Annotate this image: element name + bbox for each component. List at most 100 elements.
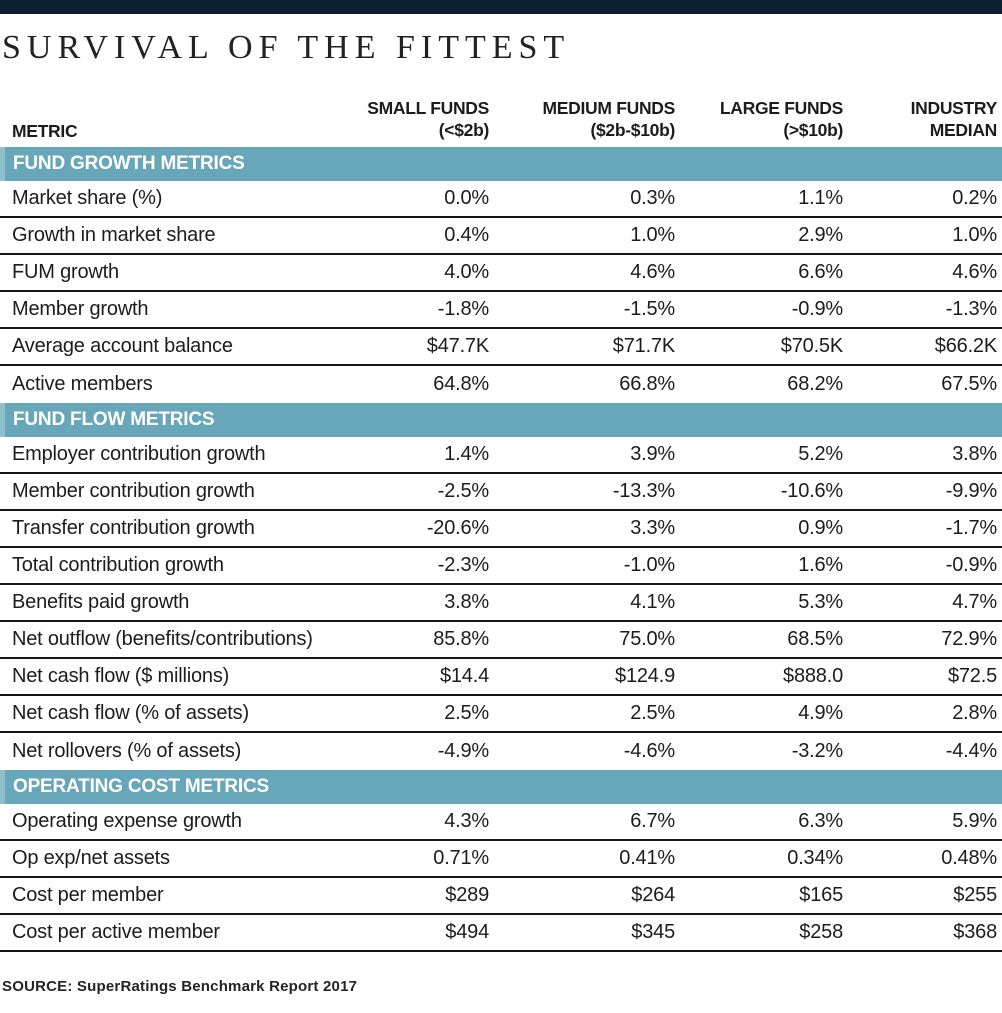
table-row: Net outflow (benefits/contributions) 85.8… — [0, 622, 1002, 659]
metric-cell: Op exp/net assets — [12, 847, 170, 869]
value-cell: 1.6% — [798, 554, 843, 576]
value-cell: 0.34% — [787, 847, 843, 869]
metric-cell: Cost per active member — [12, 921, 220, 943]
value-cell: 5.3% — [798, 591, 843, 613]
column-header-line2: (<$2b) — [438, 120, 490, 141]
table-row: Cost per active member $494 $345 $258 $368 — [0, 915, 1002, 952]
metric-cell: Average account balance — [12, 335, 233, 357]
metric-cell: Transfer contribution growth — [12, 517, 255, 539]
value-cell: 75.0% — [619, 628, 675, 650]
value-cell: -2.5% — [437, 480, 489, 502]
column-header-line1: MEDIUM FUNDS — [542, 98, 675, 119]
value-cell: 66.8% — [619, 373, 675, 395]
value-cell: $165 — [799, 884, 843, 906]
section-header: FUND FLOW METRICS — [0, 403, 1002, 437]
value-cell: -20.6% — [426, 517, 489, 539]
value-cell: -1.0% — [623, 554, 675, 576]
column-header-medium-funds: MEDIUM FUNDS ($2b-$10b) — [494, 98, 680, 142]
table-row: Transfer contribution growth -20.6% 3.3% 0.… — [0, 511, 1002, 548]
table-row: Net cash flow ($ millions) $14.4 $124.9 $88… — [0, 659, 1002, 696]
table-row: Net rollovers (% of assets) -4.9% -4.6% -3.… — [0, 733, 1002, 770]
table-row: Net cash flow (% of assets) 2.5% 2.5% 4.9% 2… — [0, 696, 1002, 733]
metric-cell: Cost per member — [12, 884, 164, 906]
value-cell: 6.6% — [798, 261, 843, 283]
value-cell: 4.6% — [952, 261, 997, 283]
section-header: FUND GROWTH METRICS — [0, 147, 1002, 181]
value-cell: 5.2% — [798, 443, 843, 465]
section-header: OPERATING COST METRICS — [0, 770, 1002, 804]
column-header-line1: INDUSTRY — [910, 98, 998, 119]
value-cell: -4.4% — [945, 740, 997, 762]
value-cell: 1.0% — [630, 224, 675, 246]
metric-cell: Net outflow (benefits/contributions) — [12, 628, 313, 650]
value-cell: 1.1% — [798, 187, 843, 209]
table-row: Active members 64.8% 66.8% 68.2% 67.5% — [0, 366, 1002, 403]
table-row: Member growth -1.8% -1.5% -0.9% -1.3% — [0, 292, 1002, 329]
value-cell: -1.3% — [945, 298, 997, 320]
page-title: SURVIVAL OF THE FITTEST — [2, 29, 571, 66]
value-cell: 0.9% — [798, 517, 843, 539]
value-cell: -2.3% — [437, 554, 489, 576]
column-header-metric: METRIC — [12, 121, 78, 141]
value-cell: 0.2% — [952, 187, 997, 209]
metric-cell: Active members — [12, 373, 153, 395]
value-cell: $289 — [445, 884, 489, 906]
value-cell: 4.0% — [444, 261, 489, 283]
table-row: Growth in market share 0.4% 1.0% 2.9% 1.0% — [0, 218, 1002, 255]
metric-cell: Employer contribution growth — [12, 443, 266, 465]
column-header-industry-median: INDUSTRY MEDIAN — [848, 98, 1002, 142]
value-cell: $70.5K — [780, 335, 843, 357]
table-row: FUM growth 4.0% 4.6% 6.6% 4.6% — [0, 255, 1002, 292]
value-cell: -1.5% — [623, 298, 675, 320]
metric-cell: Operating expense growth — [12, 810, 242, 832]
value-cell: 0.0% — [444, 187, 489, 209]
value-cell: 4.6% — [630, 261, 675, 283]
metric-cell: Member contribution growth — [12, 480, 255, 502]
value-cell: $345 — [631, 921, 675, 943]
value-cell: 3.8% — [444, 591, 489, 613]
metric-cell: Benefits paid growth — [12, 591, 190, 613]
column-header-line2: ($2b-$10b) — [590, 120, 675, 141]
value-cell: 6.7% — [630, 810, 675, 832]
value-cell: $124.9 — [615, 665, 675, 687]
column-header-line2: (>$10b) — [783, 120, 843, 141]
value-cell: $71.7K — [612, 335, 675, 357]
top-accent-bar — [0, 0, 1002, 14]
value-cell: 68.2% — [787, 373, 843, 395]
value-cell: 2.5% — [630, 702, 675, 724]
value-cell: $255 — [953, 884, 997, 906]
value-cell: -0.9% — [791, 298, 843, 320]
metric-cell: FUM growth — [12, 261, 119, 283]
table-section: FUND FLOW METRICS Employer contribution g… — [0, 403, 1002, 770]
value-cell: -4.6% — [623, 740, 675, 762]
value-cell: 3.3% — [630, 517, 675, 539]
value-cell: 5.9% — [952, 810, 997, 832]
table-row: Average account balance $47.7K $71.7K $70.5… — [0, 329, 1002, 366]
table-body: FUND GROWTH METRICS Market share (%) 0.0% 0… — [0, 147, 1002, 952]
metric-cell: Net rollovers (% of assets) — [12, 740, 242, 762]
column-header-large-funds: LARGE FUNDS (>$10b) — [680, 98, 848, 142]
value-cell: -0.9% — [945, 554, 997, 576]
table-section: OPERATING COST METRICS Operating expense … — [0, 770, 1002, 952]
value-cell: 0.48% — [941, 847, 997, 869]
metric-cell: Net cash flow (% of assets) — [12, 702, 249, 724]
value-cell: 4.1% — [630, 591, 675, 613]
value-cell: 2.8% — [952, 702, 997, 724]
value-cell: $66.2K — [934, 335, 997, 357]
value-cell: 67.5% — [941, 373, 997, 395]
value-cell: -9.9% — [945, 480, 997, 502]
metric-cell: Member growth — [12, 298, 149, 320]
value-cell: 1.0% — [952, 224, 997, 246]
column-header-small-funds: SMALL FUNDS (<$2b) — [340, 98, 494, 142]
value-cell: $264 — [631, 884, 675, 906]
table-section: FUND GROWTH METRICS Market share (%) 0.0% 0… — [0, 147, 1002, 403]
value-cell: -1.7% — [945, 517, 997, 539]
value-cell: $368 — [953, 921, 997, 943]
value-cell: 0.71% — [433, 847, 489, 869]
metric-cell: Growth in market share — [12, 224, 216, 246]
table-row: Market share (%) 0.0% 0.3% 1.1% 0.2% — [0, 181, 1002, 218]
value-cell: 0.4% — [444, 224, 489, 246]
value-cell: 0.41% — [619, 847, 675, 869]
metric-cell: Total contribution growth — [12, 554, 224, 576]
column-header-line2: MEDIAN — [929, 120, 998, 141]
